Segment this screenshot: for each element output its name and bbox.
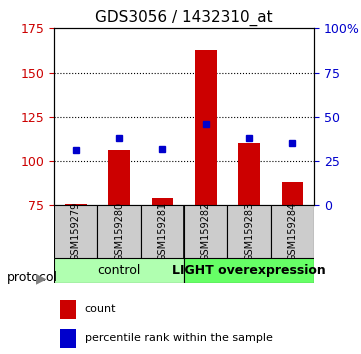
Text: GSM159284: GSM159284: [287, 202, 297, 262]
FancyBboxPatch shape: [54, 258, 184, 283]
Bar: [108, 150, 130, 205]
Text: GSM159282: GSM159282: [201, 202, 211, 262]
Bar: [195, 50, 217, 205]
Text: LIGHT overexpression: LIGHT overexpression: [172, 264, 326, 277]
Text: GSM159283: GSM159283: [244, 202, 254, 262]
Text: control: control: [97, 264, 141, 277]
Text: GSM159279: GSM159279: [71, 202, 81, 262]
Bar: [65, 204, 87, 205]
Bar: [60, 300, 76, 319]
FancyBboxPatch shape: [141, 205, 184, 258]
Text: GSM159281: GSM159281: [157, 202, 168, 262]
FancyBboxPatch shape: [184, 205, 227, 258]
Bar: [282, 182, 303, 205]
Text: ▶: ▶: [36, 271, 47, 285]
Bar: [238, 143, 260, 205]
Text: protocol: protocol: [7, 272, 58, 284]
FancyBboxPatch shape: [54, 205, 97, 258]
Bar: [152, 198, 173, 205]
FancyBboxPatch shape: [227, 205, 271, 258]
Title: GDS3056 / 1432310_at: GDS3056 / 1432310_at: [95, 9, 273, 25]
Text: GSM159280: GSM159280: [114, 202, 124, 262]
Text: percentile rank within the sample: percentile rank within the sample: [85, 333, 273, 343]
Bar: [60, 329, 76, 348]
Text: count: count: [85, 304, 116, 314]
FancyBboxPatch shape: [184, 258, 314, 283]
FancyBboxPatch shape: [97, 205, 141, 258]
FancyBboxPatch shape: [271, 205, 314, 258]
